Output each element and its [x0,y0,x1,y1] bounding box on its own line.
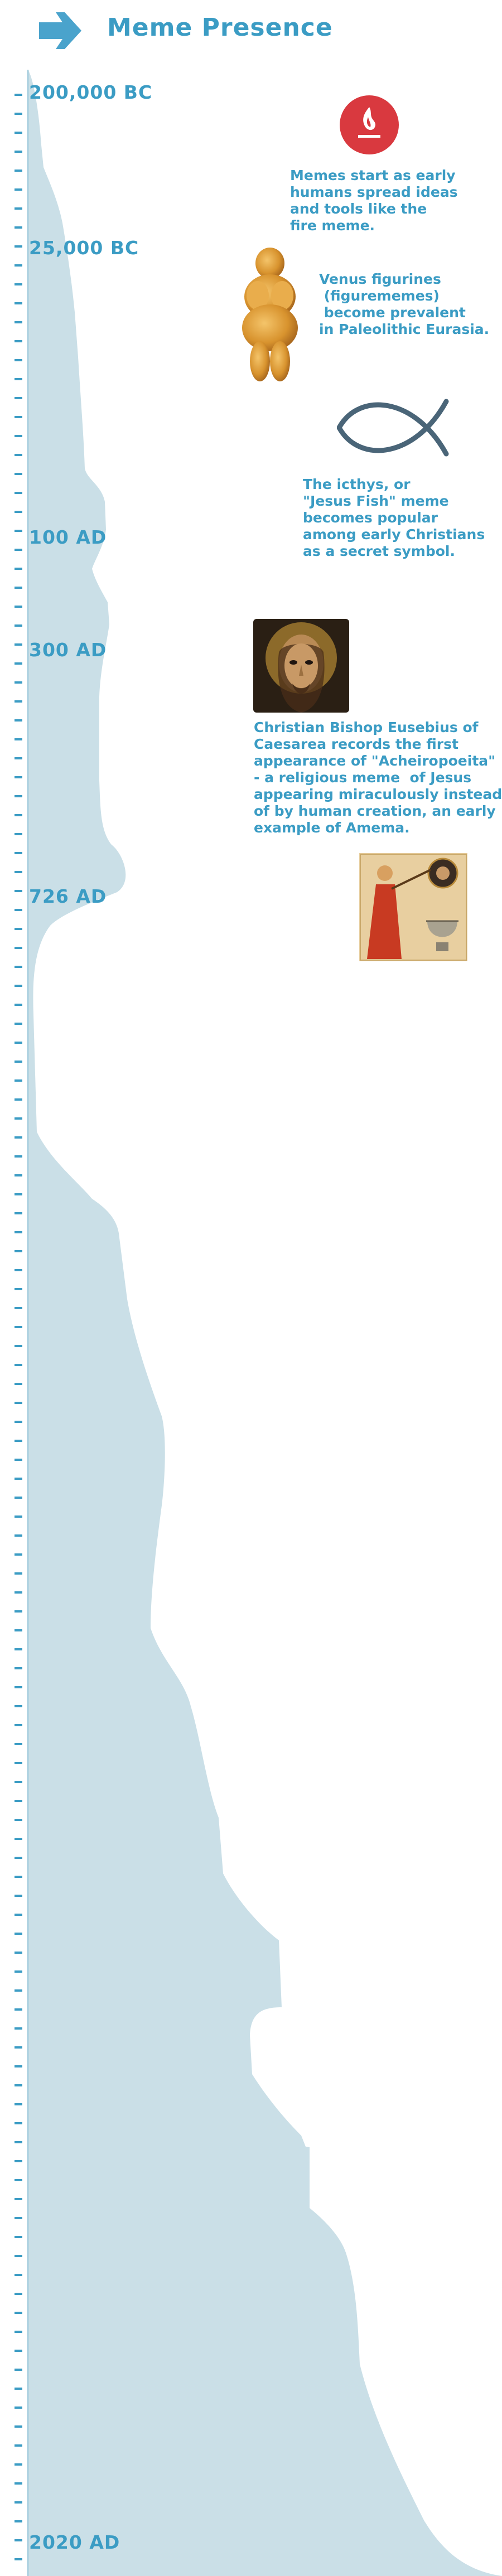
era-label-2020-ad: 2020 AD [29,2531,120,2553]
event-caption-acheiropoeita: Christian Bishop Eusebius of Caesarea re… [254,719,502,836]
arrow-right-icon[interactable] [35,6,85,56]
event-caption-ichthys: The icthys, or "Jesus Fish" meme becomes… [303,476,485,559]
era-label-200000-bc: 200,000 BC [29,81,153,103]
era-label-726-ad: 726 AD [29,885,107,907]
event-caption-fire: Memes start as early humans spread ideas… [290,167,458,234]
header: Meme Presence [0,0,502,61]
era-label-100-ad: 100 AD [29,526,107,548]
iconoclast-manuscript-image [359,853,467,961]
jesus-icon-image [253,619,349,713]
era-label-25000-bc: 25,000 BC [29,237,139,259]
event-caption-venus: Venus figurines (figurememes) become pre… [319,271,490,337]
era-label-300-ad: 300 AD [29,639,107,661]
timeline-ticks [15,94,22,2560]
meme-presence-area [28,70,502,2576]
ichthys-fish-icon [337,399,449,457]
fire-badge-icon [340,95,399,154]
venus-figurine-image [242,248,298,381]
page-title: Meme Presence [107,13,333,42]
